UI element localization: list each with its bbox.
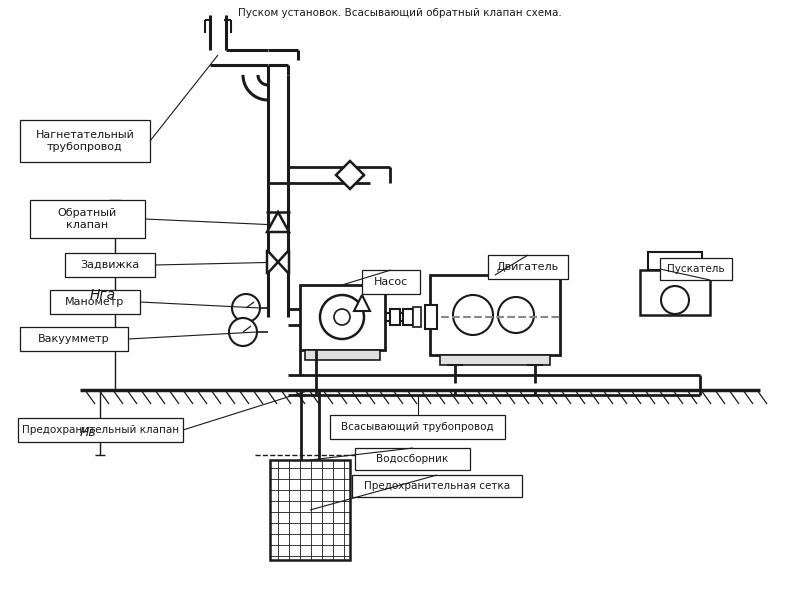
Text: Нв: Нв <box>80 425 96 439</box>
Text: Вакуумметр: Вакуумметр <box>38 334 110 344</box>
Circle shape <box>229 318 257 346</box>
Bar <box>30 200 145 238</box>
Bar <box>648 252 702 270</box>
Bar <box>20 327 128 351</box>
Bar <box>390 309 400 325</box>
Bar <box>640 270 710 315</box>
Text: Манометр: Манометр <box>66 297 125 307</box>
Text: Предохранительная сетка: Предохранительная сетка <box>364 481 510 491</box>
Circle shape <box>334 309 350 325</box>
Bar <box>330 415 505 439</box>
Bar <box>50 290 140 314</box>
Bar <box>488 255 568 279</box>
Text: Предохранительный клапан: Предохранительный клапан <box>22 425 179 435</box>
Bar <box>362 270 420 294</box>
Polygon shape <box>267 212 289 232</box>
Polygon shape <box>354 295 370 311</box>
Circle shape <box>232 294 260 322</box>
Text: Обратный
клапан: Обратный клапан <box>58 208 117 230</box>
Text: Пуском установок. Всасывающий обратный клапан схема.: Пуском установок. Всасывающий обратный к… <box>238 8 562 18</box>
Text: Водосборник: Водосборник <box>376 454 449 464</box>
Text: Задвижка: Задвижка <box>80 260 140 270</box>
Circle shape <box>498 297 534 333</box>
Bar <box>440 355 550 365</box>
Text: Нга: Нга <box>90 288 116 302</box>
Circle shape <box>453 295 493 335</box>
Bar <box>430 275 560 355</box>
Bar <box>65 253 155 277</box>
Text: Пускатель: Пускатель <box>667 264 725 274</box>
Bar <box>268 50 298 75</box>
Circle shape <box>320 295 364 339</box>
Bar <box>660 258 732 280</box>
Bar <box>403 309 413 325</box>
Text: Нагнетательный
трубопровод: Нагнетательный трубопровод <box>35 130 134 152</box>
Polygon shape <box>336 161 364 189</box>
Bar <box>20 120 150 162</box>
Bar <box>413 307 421 327</box>
Text: Насос: Насос <box>374 277 408 287</box>
Bar <box>425 305 437 329</box>
Polygon shape <box>267 250 278 274</box>
Polygon shape <box>278 250 289 274</box>
Circle shape <box>661 286 689 314</box>
Bar <box>352 475 522 497</box>
Bar <box>270 460 350 560</box>
Bar <box>18 418 183 442</box>
Text: Двигатель: Двигатель <box>497 262 559 272</box>
Bar <box>300 285 385 350</box>
Bar <box>355 448 470 470</box>
Text: Всасывающий трубопровод: Всасывающий трубопровод <box>341 422 494 432</box>
Bar <box>305 350 380 360</box>
